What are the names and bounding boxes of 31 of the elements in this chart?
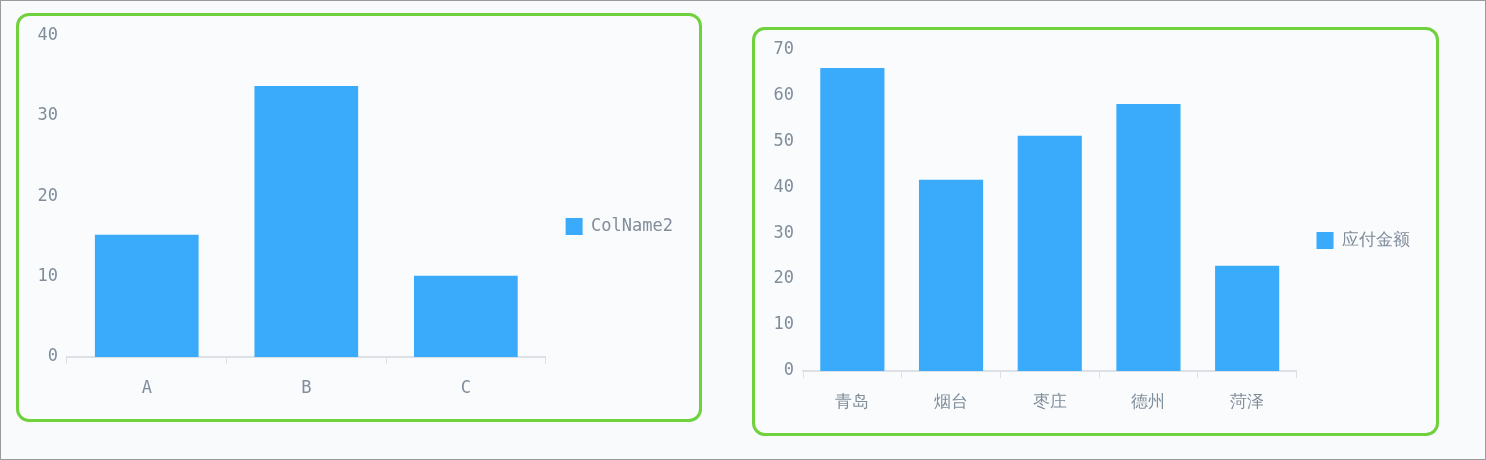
x-tick-label: A — [141, 376, 152, 397]
bar — [254, 85, 359, 357]
y-tick-label: 50 — [773, 129, 794, 150]
x-tick-label: 德州 — [1131, 390, 1166, 411]
bar — [1017, 135, 1082, 371]
y-tick-label: 20 — [773, 267, 794, 288]
x-tick-label: C — [460, 376, 471, 397]
x-tick-label: 菏泽 — [1230, 390, 1265, 411]
bar — [918, 179, 984, 371]
y-tick-label: 0 — [47, 345, 58, 366]
legend-label: 应付金额 — [1342, 228, 1410, 249]
y-tick-label: 30 — [37, 104, 58, 125]
bar — [94, 234, 199, 357]
y-tick-label: 60 — [773, 83, 794, 104]
y-tick-label: 30 — [773, 221, 794, 242]
y-tick-label: 0 — [783, 359, 794, 380]
bar — [820, 68, 885, 371]
x-tick-label: 青岛 — [835, 390, 870, 411]
legend-label: ColName2 — [591, 214, 674, 235]
y-tick-label: 20 — [37, 184, 58, 205]
x-tick-label: B — [301, 376, 312, 397]
bar — [1215, 265, 1280, 371]
y-tick-label: 40 — [773, 175, 794, 196]
x-tick-label: 枣庄 — [1032, 390, 1067, 411]
bar — [414, 275, 518, 357]
y-tick-label: 40 — [37, 23, 58, 44]
x-tick-label: 烟台 — [934, 390, 969, 411]
y-tick-label: 10 — [37, 264, 58, 285]
y-tick-label: 70 — [773, 37, 794, 58]
bar — [1116, 103, 1181, 371]
y-tick-label: 10 — [773, 313, 794, 334]
